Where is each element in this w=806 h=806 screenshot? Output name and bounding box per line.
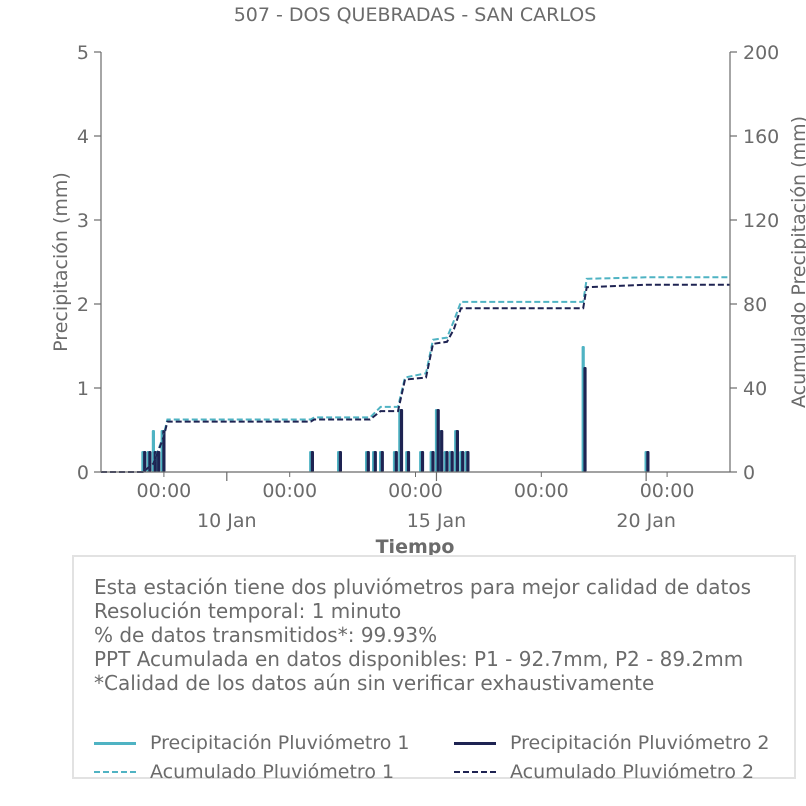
legend-swatch-solid-icon [94,741,136,745]
info-line-resolution: Resolución temporal: 1 minuto [94,599,402,623]
x-minor-tick-label: 00:00 [514,480,569,502]
precip-bar [440,430,444,472]
info-line-accumulated: PPT Acumulada en datos disponibles: P1 -… [94,647,744,671]
legend-label: Precipitación Pluviómetro 1 [150,732,410,754]
y2-axis-label: Acumulado Precipitación (mm) [788,116,806,408]
legend-swatch-solid-icon [454,741,496,745]
precip-bar [461,451,465,472]
precip-bar [143,451,147,472]
info-text: Esta estación tiene dos pluviómetros par… [94,575,751,695]
precip-bar [310,451,314,472]
info-line-quality: *Calidad de los datos aún sin verificar … [94,671,655,695]
legend-item-p1-accum: Acumulado Pluviómetro 1 [94,760,394,784]
x-minor-tick-label: 00:00 [388,480,443,502]
info-line-dual-gauge: Esta estación tiene dos pluviómetros par… [94,575,752,599]
bar-series [141,346,648,472]
precip-bar [162,430,166,472]
y-tick-label: 2 [77,294,89,316]
precip-bar [436,409,440,472]
precip-bar [445,451,449,472]
y-tick-label: 4 [77,126,89,148]
precip-bar [380,451,384,472]
legend-item-p2-precip: Precipitación Pluviómetro 2 [454,731,770,755]
chart-legend: Precipitación Pluviómetro 1 Precipitació… [94,731,794,787]
x-major-tick-label: 10 Jan [197,510,257,532]
y-tick-label: 0 [77,462,89,484]
legend-item-p2-accum: Acumulado Pluviómetro 2 [454,760,754,784]
x-minor-tick-label: 00:00 [640,480,695,502]
y2-tick-label: 200 [743,42,779,64]
precip-bar [373,451,377,472]
y-tick-label: 5 [77,42,89,64]
precip-bar [583,367,587,472]
precip-bar [450,451,454,472]
y2-tick-label: 40 [743,378,767,400]
x-major-tick-label: 20 Jan [616,510,676,532]
precip-bar [157,451,161,472]
legend-swatch-dashed-icon [94,771,136,773]
y2-tick-label: 120 [743,210,779,232]
y2-tick-label: 0 [743,462,755,484]
legend-swatch-dashed-icon [454,771,496,773]
precip-bar [148,451,152,472]
x-minor-tick-label: 00:00 [137,480,192,502]
x-axis-label: Tiempo [376,536,455,558]
precip-bar [394,451,398,472]
y2-tick-label: 80 [743,294,767,316]
precip-bar [455,430,459,472]
legend-label: Acumulado Pluviómetro 2 [510,761,755,783]
precip-bar [466,451,470,472]
precip-bar [366,451,370,472]
y2-tick-label: 160 [743,126,779,148]
precip-bar [420,451,425,472]
x-minor-tick-label: 00:00 [262,480,317,502]
legend-label: Acumulado Pluviómetro 1 [150,761,395,783]
precipitation-chart: 507 - DOS QUEBRADAS - SAN CARLOS 0 1 2 3 4 5 0… [50,4,806,558]
precip-bar [399,409,404,472]
precip-bar [646,451,650,472]
chart-title: 507 - DOS QUEBRADAS - SAN CARLOS [234,4,597,26]
info-panel: Esta estación tiene dos pluviómetros par… [72,555,796,783]
legend-label: Precipitación Pluviómetro 2 [510,732,770,754]
bar-series [143,367,650,472]
y-tick-label: 1 [77,378,89,400]
info-line-transmitted: % de datos transmitidos*: 99.93% [94,623,438,647]
x-major-tick-label: 15 Jan [407,510,467,532]
precip-bar [431,451,435,472]
cumulative-line [101,283,730,473]
legend-item-p1-precip: Precipitación Pluviómetro 1 [94,731,410,755]
precip-bar [406,451,411,472]
precip-bar [338,451,342,472]
cumulative-line [101,276,730,473]
y-tick-label: 3 [77,210,89,232]
y-axis-label: Precipitación (mm) [50,172,72,352]
